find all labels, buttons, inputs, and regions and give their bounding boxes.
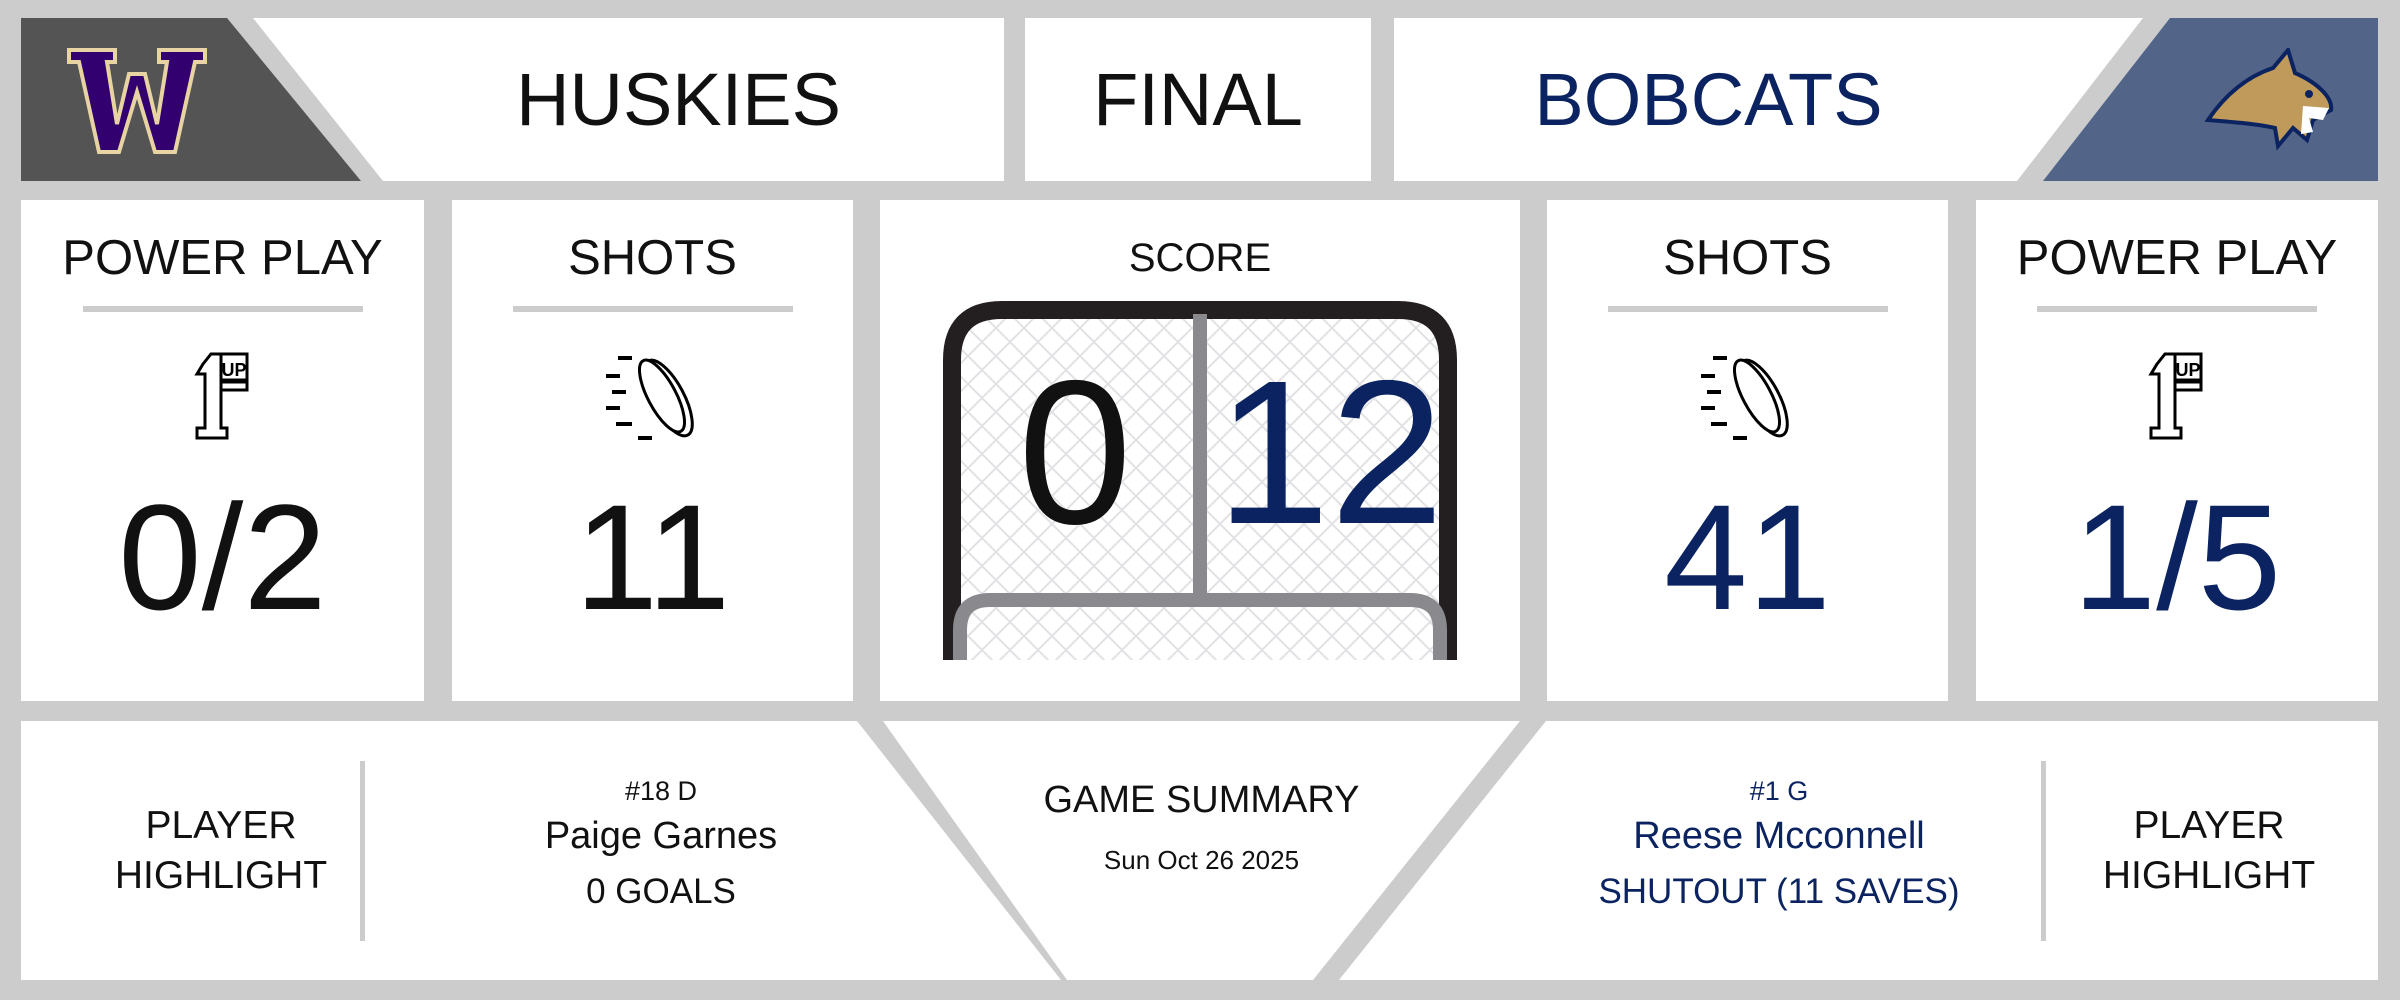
player-name: Reese Mcconnell [1633,815,1925,857]
game-status: FINAL [1093,58,1303,141]
svg-text:UP: UP [221,360,246,380]
home-team-panel: HUSKIES [253,18,1004,181]
home-score: 0 [1017,338,1132,567]
home-power-play-card: POWER PLAY UP 0/2 [21,200,424,701]
game-summary-title: GAME SUMMARY [1043,779,1360,821]
away-highlight-label: PLAYER HIGHLIGHT [2049,721,2369,980]
divider [360,761,365,941]
away-shots-value: 41 [1664,473,1831,641]
highlight-label-line2: HIGHLIGHT [2102,853,2316,897]
washington-w-logo [67,48,207,154]
home-player: #18 D Paige Garnes 0 GOALS [421,776,901,912]
score-card: SCORE 0 12 [880,200,1520,701]
game-status-panel: FINAL [1025,18,1371,181]
away-power-play-value: 1/5 [2072,473,2282,641]
score-label: SCORE [1128,236,1272,280]
home-shots-label: SHOTS [568,231,737,285]
divider [2041,761,2046,941]
away-power-play-card: POWER PLAY UP 1/5 [1976,200,2378,701]
one-up-icon: UP [2148,352,2203,440]
bobcat-head-logo [2204,48,2334,151]
puck-icon [1700,356,1789,440]
away-team-name: BOBCATS [1534,58,1883,141]
away-shots-label: SHOTS [1663,231,1832,285]
away-power-play-label: POWER PLAY [2016,231,2338,285]
home-highlight-panel: PLAYER HIGHLIGHT #18 D Paige Garnes 0 GO… [21,721,1061,980]
player-name: Paige Garnes [544,815,778,857]
player-stat: SHUTOUT (11 SAVES) [1598,872,1960,911]
away-shots-card: SHOTS 41 [1547,200,1948,701]
home-power-play-value: 0/2 [118,473,327,641]
hockey-net-icon [943,301,1457,660]
player-number: #18 D [624,776,698,806]
home-shots-value: 11 [574,473,731,641]
away-player: #1 G Reese Mcconnell SHUTOUT (11 SAVES) [1539,776,2019,912]
player-stat: 0 GOALS [586,872,736,911]
one-up-icon: UP [193,352,248,440]
home-highlight-label: PLAYER HIGHLIGHT [61,721,381,980]
home-shots-card: SHOTS 11 [452,200,853,701]
divider [82,306,363,312]
highlight-label-line1: PLAYER [145,803,297,847]
divider [512,306,793,312]
divider [2037,306,2317,312]
game-date: Sun Oct 26 2025 [1103,845,1300,875]
highlight-label-line2: HIGHLIGHT [114,853,328,897]
player-number: #1 G [1749,776,1809,806]
divider [1607,306,1888,312]
highlight-label-line1: PLAYER [2133,803,2285,847]
away-score: 12 [1215,338,1445,567]
away-highlight-panel: #1 G Reese Mcconnell SHUTOUT (11 SAVES) … [1339,721,2378,980]
home-power-play-label: POWER PLAY [62,231,383,285]
away-team-panel: BOBCATS [1394,18,2143,181]
puck-icon [605,356,694,440]
home-team-name: HUSKIES [516,58,841,141]
svg-text:UP: UP [2175,360,2200,380]
